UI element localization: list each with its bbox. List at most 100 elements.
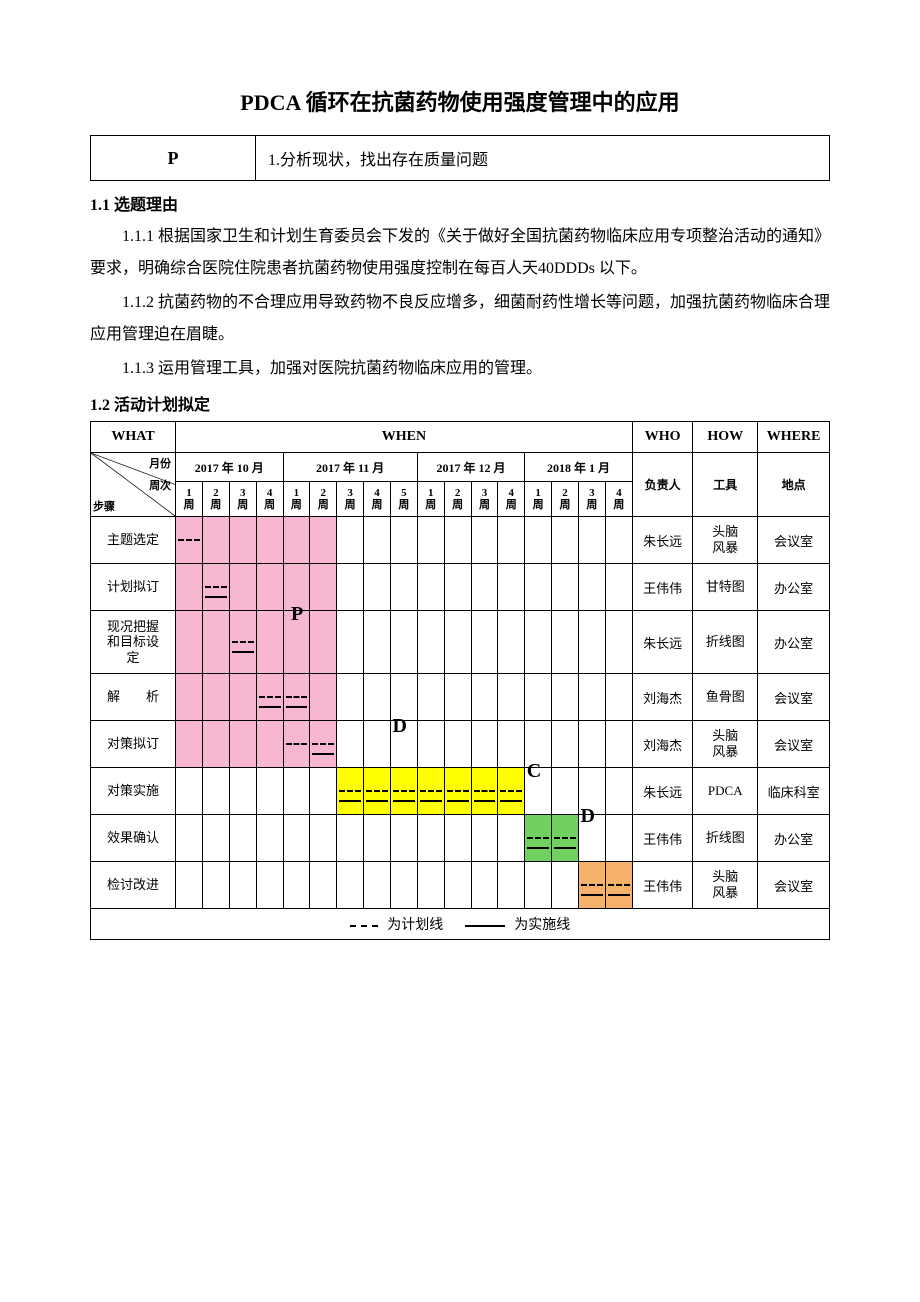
who-cell: 朱长远 <box>632 611 692 674</box>
gantt-cell <box>337 862 364 909</box>
who-cell: 刘海杰 <box>632 721 692 768</box>
gantt-cell <box>552 564 579 611</box>
gantt-cell <box>176 862 203 909</box>
gantt-cell <box>444 862 471 909</box>
section-1-1-heading: 1.1 选题理由 <box>90 191 830 215</box>
paragraph-1-1-2: 1.1.2 抗菌药物的不合理应用导致药物不良反应增多，细菌耐药性增长等问题，加强… <box>90 287 830 351</box>
week-header: 3周 <box>578 482 605 517</box>
gantt-cell <box>498 862 525 909</box>
step-cell: 解 析 <box>91 674 176 721</box>
month-header: 2018 年 1 月 <box>525 453 633 482</box>
paragraph-1-1-3: 1.1.3 运用管理工具，加强对医院抗菌药物临床应用的管理。 <box>90 353 830 385</box>
where-cell: 办公室 <box>758 564 830 611</box>
gantt-cell <box>525 815 552 862</box>
gantt-cell <box>202 862 229 909</box>
gantt-cell <box>283 768 310 815</box>
gantt-cell <box>498 564 525 611</box>
gantt-cell <box>202 721 229 768</box>
gantt-cell <box>337 674 364 721</box>
gantt-cell <box>444 517 471 564</box>
where-cell: 会议室 <box>758 517 830 564</box>
gantt-cell <box>176 815 203 862</box>
header-where: WHERE <box>758 422 830 453</box>
gantt-row: 计划拟订王伟伟甘特图办公室 <box>91 564 830 611</box>
week-header: 2周 <box>310 482 337 517</box>
gantt-row: 主题选定朱长远头脑风暴会议室 <box>91 517 830 564</box>
gantt-cell <box>444 611 471 674</box>
plan-desc-cell: 1.分析现状，找出存在质量问题 <box>256 136 830 181</box>
gantt-cell <box>283 564 310 611</box>
header-who: WHO <box>632 422 692 453</box>
step-cell: 计划拟订 <box>91 564 176 611</box>
header-how: HOW <box>693 422 758 453</box>
legend-solid-icon <box>465 925 505 927</box>
gantt-cell <box>202 674 229 721</box>
gantt-cell <box>578 674 605 721</box>
gantt-cell <box>310 862 337 909</box>
where-cell: 临床科室 <box>758 768 830 815</box>
week-header: 1周 <box>525 482 552 517</box>
gantt-cell <box>578 611 605 674</box>
plan-letter-cell: P <box>91 136 256 181</box>
how-cell: 头脑风暴 <box>693 517 758 564</box>
how-cell: 折线图 <box>693 815 758 862</box>
gantt-cell <box>202 611 229 674</box>
gantt-cell <box>390 517 417 564</box>
legend-dashed-icon <box>350 925 378 927</box>
paragraph-1-1-1: 1.1.1 根据国家卫生和计划生育委员会下发的《关于做好全国抗菌药物临床应用专项… <box>90 221 830 285</box>
gantt-cell <box>364 564 391 611</box>
gantt-cell <box>283 721 310 768</box>
gantt-cell <box>390 862 417 909</box>
gantt-cell <box>283 517 310 564</box>
gantt-cell <box>417 768 444 815</box>
week-header: 2周 <box>444 482 471 517</box>
gantt-cell <box>176 564 203 611</box>
gantt-row: 效果确认王伟伟折线图办公室 <box>91 815 830 862</box>
gantt-cell <box>310 517 337 564</box>
gantt-cell <box>176 721 203 768</box>
week-header: 4周 <box>256 482 283 517</box>
gantt-cell <box>498 517 525 564</box>
gantt-cell <box>444 721 471 768</box>
gantt-cell <box>417 517 444 564</box>
week-header: 4周 <box>364 482 391 517</box>
gantt-cell <box>498 611 525 674</box>
gantt-cell <box>256 862 283 909</box>
gantt-cell <box>471 674 498 721</box>
week-header: 3周 <box>337 482 364 517</box>
gantt-cell <box>283 815 310 862</box>
gantt-cell <box>202 768 229 815</box>
step-cell: 对策实施 <box>91 768 176 815</box>
gantt-cell <box>390 611 417 674</box>
gantt-cell <box>176 517 203 564</box>
legend-cell: 为计划线 为实施线 <box>91 909 830 940</box>
gantt-cell <box>578 517 605 564</box>
gantt-cell <box>310 768 337 815</box>
gantt-cell <box>337 517 364 564</box>
gantt-cell <box>444 564 471 611</box>
who-cell: 王伟伟 <box>632 564 692 611</box>
gantt-cell <box>552 862 579 909</box>
gantt-row: 检讨改进王伟伟头脑风暴会议室 <box>91 862 830 909</box>
who-cell: 朱长远 <box>632 517 692 564</box>
gantt-cell <box>364 768 391 815</box>
how-cell: PDCA <box>693 768 758 815</box>
header-when: WHEN <box>176 422 633 453</box>
section-1-2-heading: 1.2 活动计划拟定 <box>90 391 830 415</box>
week-header: 2周 <box>202 482 229 517</box>
gantt-cell <box>229 862 256 909</box>
week-header: 3周 <box>471 482 498 517</box>
gantt-cell <box>390 674 417 721</box>
gantt-cell <box>310 721 337 768</box>
gantt-cell <box>229 721 256 768</box>
document-page: PDCA 循环在抗菌药物使用强度管理中的应用 P 1.分析现状，找出存在质量问题… <box>0 0 920 1302</box>
month-header: 2017 年 12 月 <box>417 453 524 482</box>
who-header: 负责人 <box>632 453 692 517</box>
gantt-cell <box>310 815 337 862</box>
gantt-table: WHAT WHEN WHO HOW WHERE 月份周次步骤2017 年 10 … <box>90 421 830 940</box>
gantt-cell <box>417 815 444 862</box>
gantt-cell <box>444 674 471 721</box>
gantt-cell <box>364 611 391 674</box>
gantt-cell <box>498 815 525 862</box>
who-cell: 刘海杰 <box>632 674 692 721</box>
